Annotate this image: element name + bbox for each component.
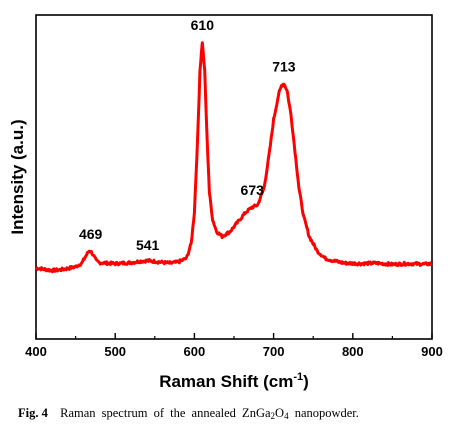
x-axis-label: Raman Shift (cm-1) [159,371,309,391]
peak-label-713: 713 [272,58,296,74]
x-axis-label-superscript: -1 [293,371,303,383]
figure-number: Fig. 4 [18,406,48,420]
x-axis-label-main: Raman Shift (cm [159,372,293,391]
caption-text-before: Raman spectrum of the annealed ZnGa [60,406,271,420]
plot-frame [35,14,433,340]
x-axis-label-close: ) [303,372,309,391]
x-tick-label: 500 [104,344,126,359]
x-tick-label: 700 [263,344,285,359]
figure-caption: Fig. 4 Raman spectrum of the annealed Zn… [18,406,359,421]
x-tick-label: 800 [342,344,364,359]
caption-text-mid: O [275,406,285,420]
caption-text-after: nanopowder. [288,406,359,420]
x-axis-ticks: 400 500 600 700 800 900 [25,333,443,359]
x-tick-label: 600 [184,344,206,359]
x-tick-label: 900 [421,344,443,359]
peak-label-541: 541 [136,237,160,253]
spectrum-line [35,41,433,274]
x-tick-label: 400 [25,344,47,359]
caption-subscript-4: 4 [284,411,289,421]
raman-chart: 400 500 600 700 800 900 469 541 610 673 713 Raman… [8,14,443,391]
caption-subscript-2: 2 [270,411,276,421]
peak-label-673: 673 [241,182,265,198]
peak-label-469: 469 [79,226,103,242]
peak-labels: 469 541 610 673 713 [79,17,296,253]
y-axis-label: Intensity (a.u.) [8,119,27,234]
peak-label-610: 610 [191,17,215,33]
